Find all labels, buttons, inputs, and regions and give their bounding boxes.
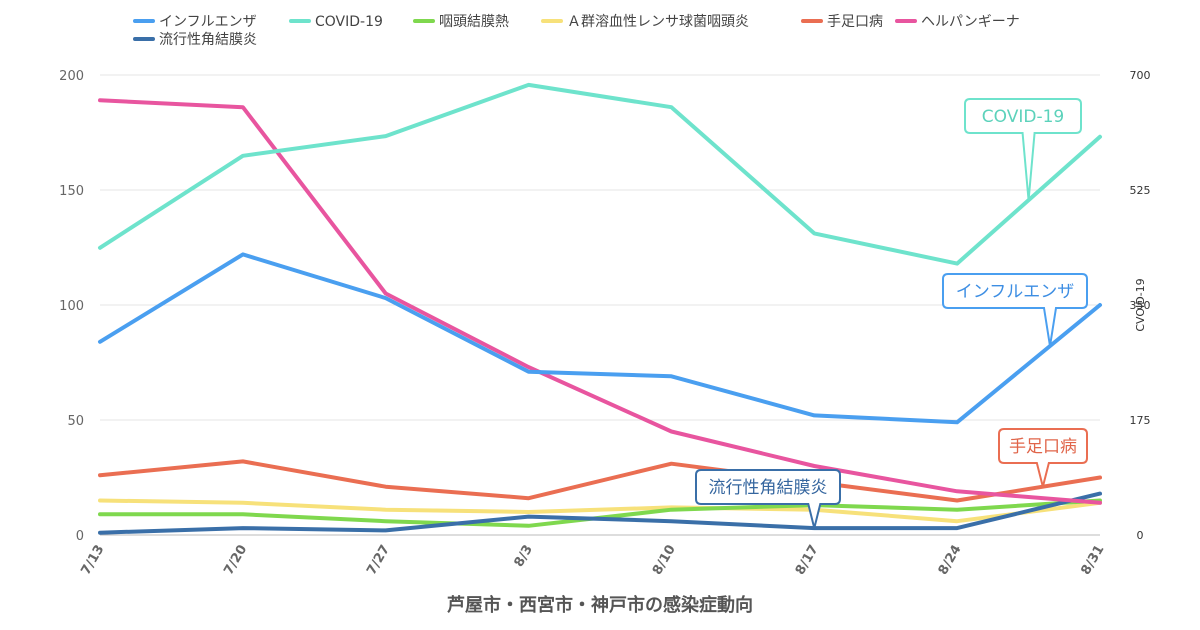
x-axis-ticks: 7/13 7/20 7/27 8/3 8/10 8/17 8/24 8/31 xyxy=(79,543,1108,578)
legend[interactable]: インフルエンザ COVID-19 咽頭結膜熱 Ａ群溶血性レンサ球菌咽頭炎 手足口病 ヘルパ… xyxy=(133,14,1020,48)
legend-item[interactable]: 手足口病 xyxy=(801,14,883,30)
series-line xyxy=(98,491,1102,535)
chart-title: 芦屋市・西宮市・神戸市の感染症動向 xyxy=(447,594,753,616)
left-axis-ticks: 0 50 100 150 200 xyxy=(59,69,84,544)
legend-item[interactable]: ヘルパンギーナ xyxy=(895,14,1020,30)
x-tick-label: 7/20 xyxy=(221,543,250,578)
right-axis-ticks: 0 175 350 525 700 xyxy=(1130,69,1151,542)
y-left-tick-label: 150 xyxy=(59,184,84,199)
right-axis-label: CVOID-19 xyxy=(1134,278,1147,331)
x-tick-label: 8/10 xyxy=(650,543,679,578)
legend-item[interactable]: 咽頭結膜熱 xyxy=(413,14,509,30)
y-left-tick-label: 50 xyxy=(67,414,84,429)
callout: 流行性角結膜炎 xyxy=(695,469,841,529)
legend-item[interactable]: COVID-19 xyxy=(289,14,383,30)
legend-item[interactable]: 流行性角結膜炎 xyxy=(133,32,257,48)
y-right-tick-label: 0 xyxy=(1137,529,1144,542)
series-line xyxy=(98,498,1102,524)
callout-label: COVID-19 xyxy=(982,107,1064,127)
callout-label: 流行性角結膜炎 xyxy=(709,478,828,498)
legend-item[interactable]: インフルエンザ xyxy=(133,14,257,30)
y-right-tick-label: 350 xyxy=(1130,299,1151,312)
legend-label: 咽頭結膜熱 xyxy=(439,14,509,30)
x-tick-label: 7/27 xyxy=(364,543,393,578)
callout-label: インフルエンザ xyxy=(956,282,1075,302)
series-line xyxy=(98,82,1102,266)
y-right-tick-label: 175 xyxy=(1130,414,1151,427)
series-line xyxy=(98,98,1102,505)
x-tick-label: 8/17 xyxy=(793,543,822,578)
callout-box xyxy=(998,428,1088,487)
series-lines xyxy=(98,82,1102,535)
y-right-tick-label: 525 xyxy=(1130,184,1151,197)
x-tick-label: 7/13 xyxy=(79,543,108,578)
callout: 手足口病 xyxy=(998,428,1088,487)
x-tick-label: 8/31 xyxy=(1079,543,1108,578)
x-tick-label: 8/24 xyxy=(936,543,965,578)
callout: インフルエンザ xyxy=(942,273,1088,347)
series-line xyxy=(98,459,1102,503)
callout: COVID-19 xyxy=(964,98,1082,201)
legend-label: 流行性角結膜炎 xyxy=(159,32,257,48)
callout-box xyxy=(695,469,841,529)
y-left-tick-label: 0 xyxy=(76,529,84,544)
y-left-tick-label: 200 xyxy=(59,69,84,84)
callout-box xyxy=(942,273,1088,347)
legend-item[interactable]: Ａ群溶血性レンサ球菌咽頭炎 xyxy=(541,14,749,30)
y-left-tick-label: 100 xyxy=(59,299,84,314)
legend-label: COVID-19 xyxy=(315,14,383,30)
callout-box xyxy=(964,98,1082,201)
y-right-tick-label: 700 xyxy=(1130,69,1151,82)
legend-label: Ａ群溶血性レンサ球菌咽頭炎 xyxy=(567,14,749,30)
legend-label: 手足口病 xyxy=(827,14,883,30)
callout-label: 手足口病 xyxy=(1009,437,1077,457)
series-line xyxy=(98,252,1102,425)
legend-label: インフルエンザ xyxy=(159,14,257,30)
legend-label: ヘルパンギーナ xyxy=(921,14,1020,30)
x-tick-label: 8/3 xyxy=(512,543,536,570)
